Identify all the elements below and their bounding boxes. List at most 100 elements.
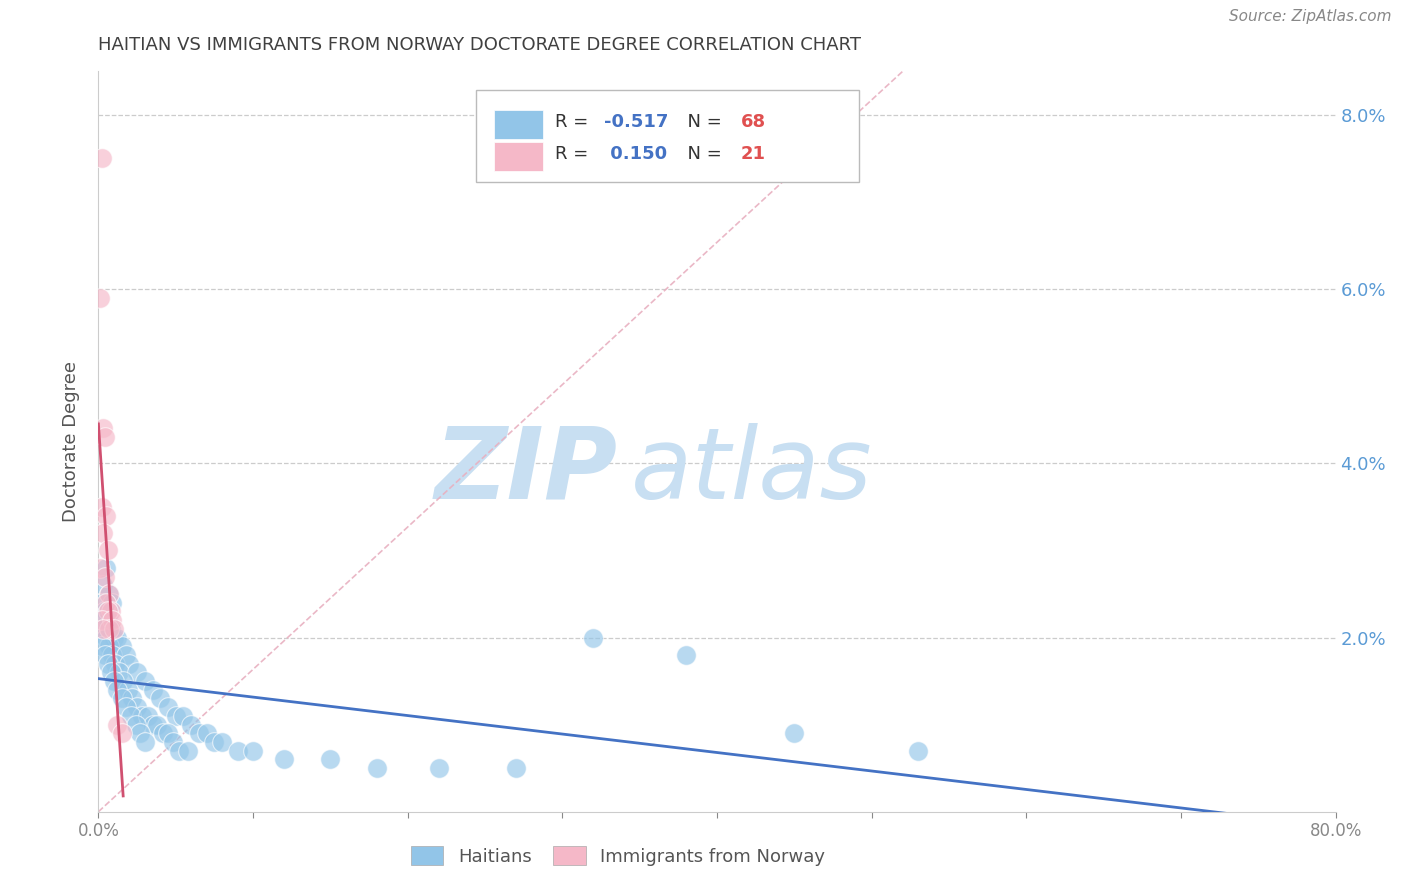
Point [127,665,149,680]
Point [100,622,122,636]
Point [505,761,527,775]
Point [91,622,114,636]
Point [91,421,114,435]
Point [273,752,295,766]
Point [149,691,172,706]
Point [91,526,114,541]
Point [89,561,111,575]
Point [103,674,125,689]
Point [131,709,153,723]
Legend: Haitians, Immigrants from Norway: Haitians, Immigrants from Norway [404,839,832,873]
Point [120,709,142,723]
Point [162,735,184,749]
Point [115,700,138,714]
Point [93,604,115,618]
Point [211,735,233,749]
Y-axis label: Doctorate Degree: Doctorate Degree [62,361,80,522]
Text: R =: R = [555,112,593,131]
FancyBboxPatch shape [495,143,543,171]
Point [89,613,111,627]
Point [226,744,249,758]
Point [105,682,128,697]
Point [101,648,124,662]
Text: ZIP: ZIP [434,423,619,520]
Point [93,430,115,444]
Point [111,691,134,706]
Point [90,500,112,514]
Point [675,648,697,662]
Point [111,726,134,740]
Point [427,761,450,775]
Point [136,709,159,723]
Text: Source: ZipAtlas.com: Source: ZipAtlas.com [1229,9,1392,24]
Point [366,761,388,775]
Point [97,613,120,627]
Point [152,726,174,740]
Point [121,691,143,706]
Text: HAITIAN VS IMMIGRANTS FROM NORWAY DOCTORATE DEGREE CORRELATION CHART: HAITIAN VS IMMIGRANTS FROM NORWAY DOCTOR… [98,36,862,54]
Point [204,735,226,749]
Point [134,735,156,749]
Point [105,631,128,645]
Point [104,657,127,671]
Point [89,291,111,305]
Point [90,152,112,166]
Point [129,726,152,740]
Point [98,587,121,601]
Point [107,665,129,680]
FancyBboxPatch shape [475,90,859,183]
Point [157,700,180,714]
Point [134,674,156,689]
Point [146,717,169,731]
Point [97,604,120,618]
Point [96,631,118,645]
Point [117,682,139,697]
Point [112,674,135,689]
Point [118,657,141,671]
Point [188,726,211,740]
Point [177,744,200,758]
Point [173,709,195,723]
Point [97,657,120,671]
Point [142,717,165,731]
Point [319,752,342,766]
Point [93,569,115,583]
Text: N =: N = [676,145,728,163]
Point [100,604,122,618]
Point [90,613,112,627]
Point [98,639,121,653]
Point [783,726,806,740]
Point [93,648,115,662]
Point [907,744,929,758]
Point [103,631,125,645]
Point [97,543,120,558]
Point [96,596,118,610]
Point [111,639,134,653]
Text: 0.150: 0.150 [605,145,668,163]
Point [91,622,114,636]
Point [165,709,187,723]
Point [115,648,138,662]
Text: 68: 68 [741,112,766,131]
Point [101,613,124,627]
Point [96,508,118,523]
Point [142,682,165,697]
Point [167,744,190,758]
Point [91,578,114,592]
Point [100,665,122,680]
Point [127,700,149,714]
Point [105,717,128,731]
Text: R =: R = [555,145,593,163]
Point [96,561,118,575]
Point [90,639,112,653]
Point [582,631,605,645]
Point [98,587,121,601]
Text: 21: 21 [741,145,766,163]
Text: -0.517: -0.517 [605,112,669,131]
Point [180,717,202,731]
Point [157,726,180,740]
Point [124,717,146,731]
Point [195,726,218,740]
Point [101,596,124,610]
Point [90,596,112,610]
